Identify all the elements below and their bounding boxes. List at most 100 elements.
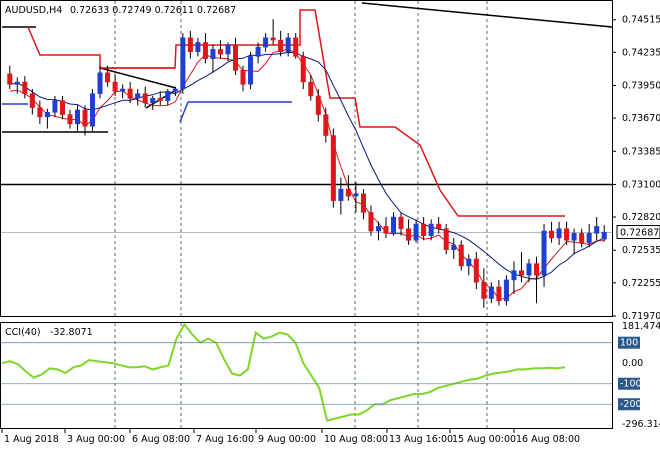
current-price-box [616, 225, 660, 240]
candle-body [22, 81, 28, 94]
candle-body [526, 263, 532, 276]
candle-body [323, 114, 329, 136]
candle-body [165, 91, 171, 101]
cci-level-badge [618, 377, 640, 390]
trend-line [99, 67, 177, 89]
ohlc-readout: 0.72633 0.72749 0.72611 0.72687 [70, 5, 236, 16]
candle-body [375, 226, 381, 232]
cci-level-badge [618, 398, 640, 411]
cci-level-badge [618, 336, 640, 349]
price-tick-label: 0.72535 [622, 245, 660, 256]
time-tick-label: 15 Aug 00:00 [452, 434, 516, 445]
candle-body [300, 56, 306, 83]
candle-body [368, 212, 374, 232]
candle-body [391, 216, 397, 234]
candle-body [202, 42, 208, 59]
candle-body [74, 109, 80, 125]
candle-body [383, 226, 389, 234]
current-price-label: 0.72687 [620, 228, 659, 239]
price-tick-label: 0.73670 [622, 113, 660, 124]
time-axis: 1 Aug 2018 3 Aug 00:00 6 Aug 08:00 7 Aug 16… [1, 429, 580, 445]
candle-body [263, 37, 269, 48]
time-tick-label: 1 Aug 2018 [4, 434, 59, 445]
candle-body [556, 228, 562, 239]
cci-series [1, 322, 566, 422]
candle-body [534, 263, 540, 276]
step-resistance-line [27, 9, 459, 217]
candle-body [210, 49, 216, 59]
candle-body [82, 109, 88, 127]
candle-body [481, 281, 487, 299]
vertical-grid [114, 1, 488, 428]
candle-body [29, 93, 35, 108]
candle-body [172, 88, 178, 92]
time-tick-label: 3 Aug 00:00 [67, 434, 125, 445]
candle-body [52, 100, 58, 113]
candle-body [496, 286, 502, 302]
candle-body [127, 88, 133, 99]
time-tick-label: 16 Aug 08:00 [516, 434, 580, 445]
cci-tick-label: 100 [620, 338, 638, 349]
symbol-title: AUDUSD,H4 [5, 5, 62, 16]
candle-body [195, 42, 201, 52]
candle-body [458, 244, 464, 267]
candle-body [293, 37, 299, 57]
time-tick-label: 13 Aug 16:00 [389, 434, 453, 445]
candle-body [330, 135, 336, 201]
candle-body [44, 112, 50, 118]
candle-body [150, 98, 156, 104]
candle-body [511, 270, 517, 281]
price-tick-label: 0.74515 [622, 15, 660, 26]
candle-body [105, 72, 111, 83]
candle-body [503, 279, 509, 302]
price-tick-label: 0.71970 [622, 311, 660, 322]
candle-body [345, 188, 351, 197]
price-tick-label: 0.73385 [622, 146, 660, 157]
candle-body [443, 228, 449, 250]
candle-body [436, 223, 442, 229]
time-tick-label: 9 Aug 00:00 [258, 434, 316, 445]
candle-body [142, 93, 148, 104]
candle-body [270, 37, 276, 41]
candle-body [466, 258, 472, 267]
candle-body [406, 228, 412, 241]
candle-body [571, 233, 577, 241]
cci-axis: 181.4744 100 0.00 -100 -200 -296.314 [1, 321, 660, 430]
candle-body [37, 107, 43, 118]
candle-body [285, 37, 291, 52]
candle-body [120, 88, 126, 92]
price-axis: 0.74515 0.74235 0.73950 0.73670 0.73385 0.731… [612, 15, 660, 322]
candle-body [338, 188, 344, 201]
trend-line [179, 101, 189, 123]
candle-body [541, 230, 547, 276]
candle-body [421, 223, 427, 236]
candle-body [549, 230, 555, 239]
cci-title: CCI(40) [5, 327, 41, 338]
candle-body [586, 233, 592, 243]
candle-body [308, 81, 314, 97]
cci-tick-label: -200 [620, 399, 642, 410]
candle-body [157, 98, 163, 101]
candle-body [240, 70, 246, 85]
candle-body [488, 286, 494, 299]
trend-line [361, 2, 613, 28]
time-tick-label: 6 Aug 08:00 [132, 434, 190, 445]
cci-tick-label: 0.00 [622, 358, 643, 369]
candlestick-series [7, 19, 607, 308]
price-tick-label: 0.73950 [622, 80, 660, 91]
price-tick-label: 0.73100 [622, 179, 660, 190]
candle-body [225, 44, 231, 55]
candle-body [135, 93, 141, 99]
cci-tick-label: -100 [620, 379, 642, 390]
candle-body [255, 46, 261, 57]
candle-body [413, 223, 419, 241]
candle-body [180, 37, 186, 90]
main-panel-frame [0, 0, 613, 317]
cci-tick-label: 181.4744 [622, 321, 660, 332]
candle-body [7, 73, 13, 85]
candle-body [579, 233, 585, 243]
horizontal-levels [1, 183, 612, 233]
candle-body [473, 258, 479, 283]
candle-body [14, 81, 20, 85]
price-tick-label: 0.74235 [622, 47, 660, 58]
